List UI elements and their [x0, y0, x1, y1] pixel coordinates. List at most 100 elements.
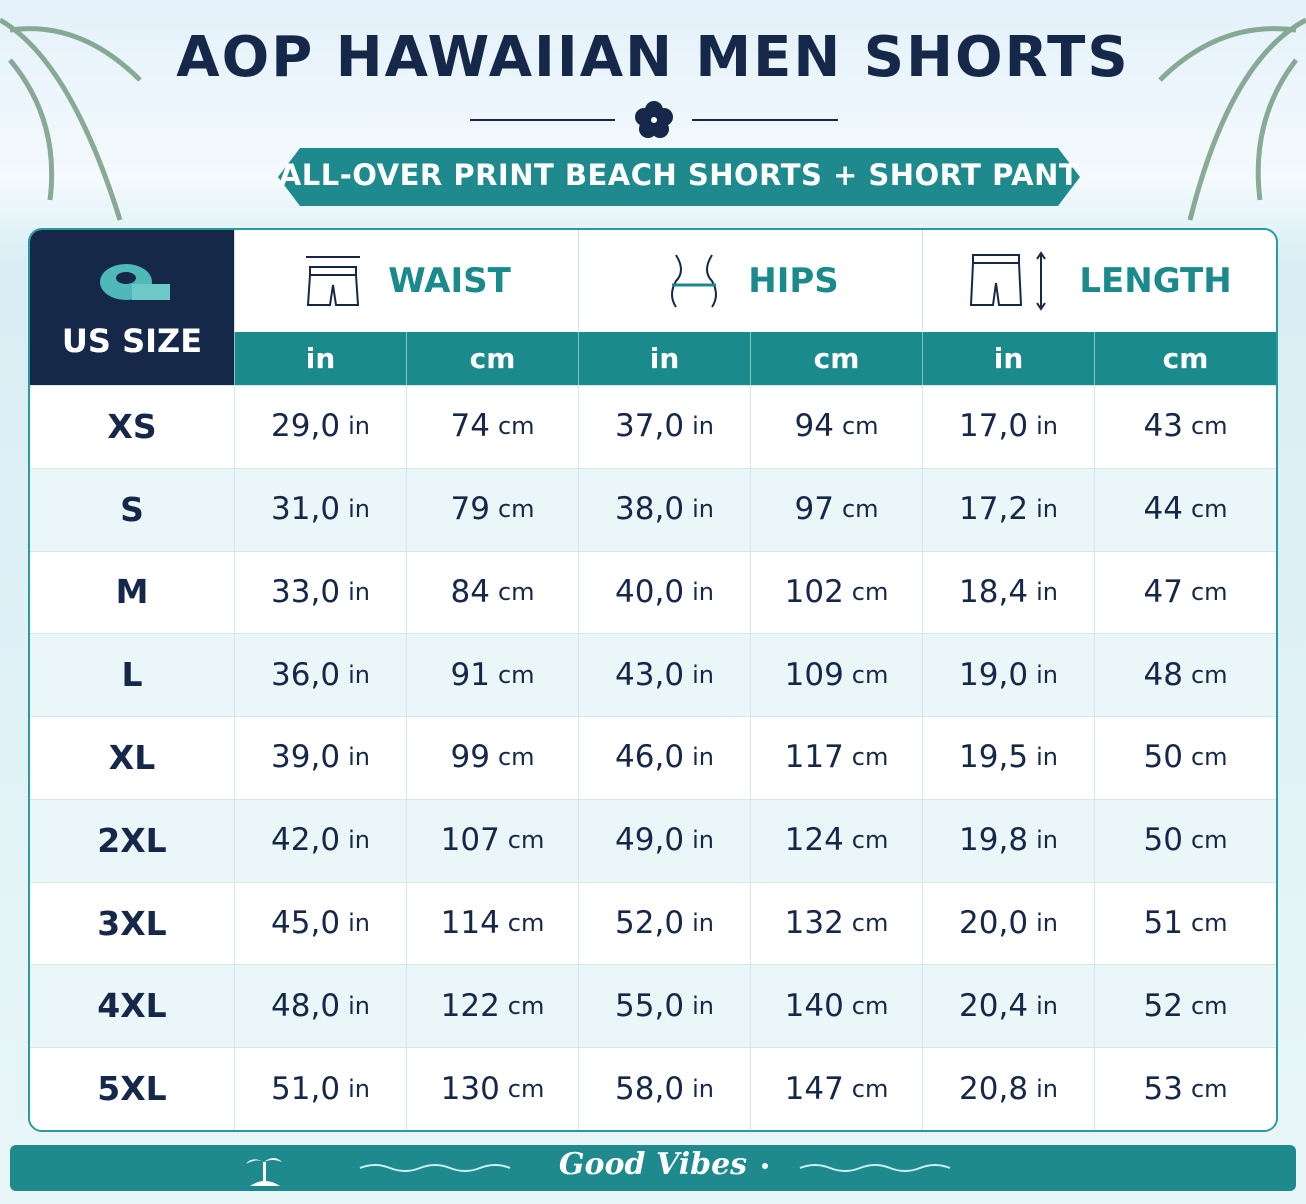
group-header: WAIST [234, 230, 578, 332]
value: 52,0 [615, 905, 685, 942]
unit: cm [851, 826, 889, 855]
unit: cm [851, 991, 889, 1020]
value-cell: 107 cm [406, 798, 578, 882]
unit: cm [1190, 1074, 1228, 1103]
value: 50 [1143, 822, 1183, 859]
value-cell: 43,0 in [578, 633, 750, 717]
size-cell: 2XL [97, 820, 167, 860]
unit-header: in [234, 332, 406, 385]
value-cell: 20,8 in [922, 1047, 1094, 1130]
unit: in [348, 495, 370, 524]
value: 147 [784, 1070, 844, 1107]
unit-header: cm [750, 332, 922, 385]
value-cell: 38,0 in [578, 467, 750, 551]
value: 45,0 [271, 905, 341, 942]
value-cell: 19,8 in [922, 798, 1094, 882]
value: 79 [450, 491, 490, 528]
value: 20,0 [959, 905, 1029, 942]
value: 18,4 [959, 573, 1029, 610]
unit: in [1036, 743, 1058, 772]
value: 109 [784, 656, 844, 693]
unit: cm [1190, 909, 1228, 938]
unit: in [692, 909, 714, 938]
value-cell: 91 cm [406, 633, 578, 717]
ribbon [278, 148, 1080, 206]
unit: cm [497, 495, 535, 524]
unit: cm [1190, 991, 1228, 1020]
unit-header: cm [406, 332, 578, 385]
size-cell: XS [107, 406, 157, 446]
size-cell: 3XL [97, 903, 167, 943]
tape-icon [100, 263, 170, 300]
unit-header: cm [1094, 332, 1276, 385]
value-cell: 29,0 in [234, 385, 406, 468]
value: 17,2 [959, 491, 1029, 528]
value: 132 [784, 905, 844, 942]
unit: in [692, 826, 714, 855]
unit: cm [507, 991, 545, 1020]
hips-icon [671, 254, 718, 308]
unit: in [1036, 909, 1058, 938]
value-cell: 20,0 in [922, 881, 1094, 965]
value-cell: 37,0 in [578, 385, 750, 468]
value-cell: 74 cm [406, 385, 578, 468]
unit: cm [851, 909, 889, 938]
value-cell: 52,0 in [578, 881, 750, 965]
unit: cm [1190, 743, 1228, 772]
value: 51 [1143, 905, 1183, 942]
size-cell: L [121, 655, 143, 695]
unit: cm [851, 577, 889, 606]
value-cell: 147 cm [750, 1047, 922, 1130]
group-header: LENGTH [922, 230, 1276, 332]
unit: in [348, 991, 370, 1020]
value-cell: 31,0 in [234, 467, 406, 551]
value-cell: 58,0 in [578, 1047, 750, 1130]
value-cell: 45,0 in [234, 881, 406, 965]
unit: in [692, 495, 714, 524]
unit: cm [497, 660, 535, 689]
value-cell: 102 cm [750, 550, 922, 634]
size-cell: 5XL [97, 1069, 167, 1109]
decoration [0, 17, 1306, 221]
value-cell: 109 cm [750, 633, 922, 717]
value: 39,0 [271, 739, 341, 776]
value: 94 [794, 408, 834, 445]
value: 48 [1143, 656, 1183, 693]
row-bg [30, 633, 1276, 717]
footer-decoration [246, 1158, 951, 1186]
unit: cm [507, 1074, 545, 1103]
value-cell: 94 cm [750, 385, 922, 468]
unit: cm [851, 660, 889, 689]
value: 51,0 [271, 1070, 341, 1107]
value-cell: 53 cm [1094, 1047, 1276, 1130]
unit: cm [1190, 495, 1228, 524]
value-cell: 48 cm [1094, 633, 1276, 717]
value: 42,0 [271, 822, 341, 859]
value-cell: 17,2 in [922, 467, 1094, 551]
value: 74 [450, 408, 490, 445]
value: 38,0 [615, 491, 685, 528]
size-header: US SIZE [30, 230, 234, 385]
value: 47 [1143, 573, 1183, 610]
value: 140 [784, 987, 844, 1024]
value: 43 [1143, 408, 1183, 445]
unit: cm [497, 743, 535, 772]
value-cell: 19,5 in [922, 716, 1094, 799]
value: 102 [784, 573, 844, 610]
value: 33,0 [271, 573, 341, 610]
unit: cm [851, 743, 889, 772]
size-cell: XL [108, 737, 156, 777]
value-cell: 19,0 in [922, 633, 1094, 717]
group-label: HIPS [748, 261, 839, 301]
value-cell: 79 cm [406, 467, 578, 551]
footer-text: Good Vibes [558, 1147, 748, 1182]
group-label: LENGTH [1079, 261, 1232, 301]
unit: cm [497, 577, 535, 606]
value-cell: 46,0 in [578, 716, 750, 799]
row-bg [30, 1047, 1276, 1130]
unit: cm [841, 412, 879, 441]
value-cell: 51 cm [1094, 881, 1276, 965]
value: 49,0 [615, 822, 685, 859]
unit: in [1036, 577, 1058, 606]
value: 50 [1143, 739, 1183, 776]
